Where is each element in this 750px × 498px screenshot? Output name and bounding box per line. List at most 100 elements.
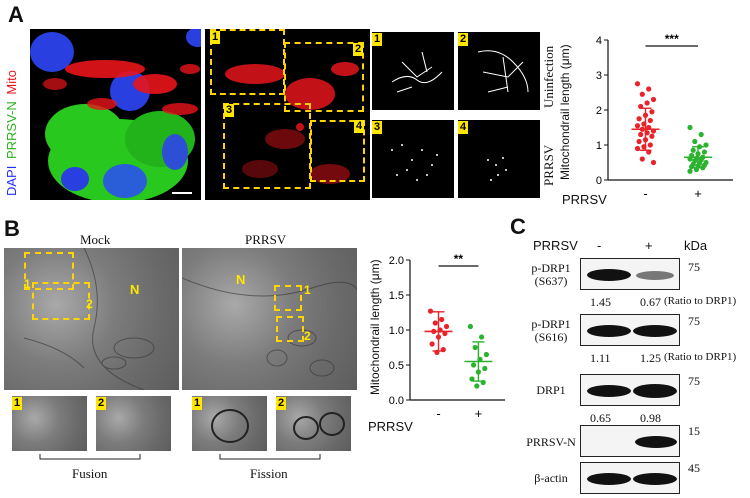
em-inset-tag-prrsv-2: 2 <box>276 397 287 410</box>
mito-svg <box>225 62 359 184</box>
em-inset-mock-2 <box>96 396 171 451</box>
data-point <box>474 383 480 389</box>
roi-box-1 <box>210 29 285 95</box>
em-mock-nucleus-label: N <box>130 282 140 297</box>
fusion-fission-brackets <box>39 454 321 460</box>
blot-header-kda: kDa <box>684 238 708 253</box>
skeleton-thumb-1 <box>372 32 454 110</box>
mito-label: Mito <box>4 70 19 95</box>
skeleton-3-svg <box>391 144 438 181</box>
data-point <box>636 138 642 145</box>
y-tick-label: 2.0 <box>389 255 404 267</box>
dapi-label: DAPI <box>4 165 19 196</box>
data-point <box>471 362 477 368</box>
data-point <box>649 133 655 139</box>
chart-a-xlabel: PRRSV <box>562 192 607 207</box>
data-point <box>647 142 653 148</box>
x-category-label: + <box>694 186 702 201</box>
em-inset-mock-1 <box>12 396 87 451</box>
em-inset-prrsv-2 <box>276 396 351 451</box>
skeleton-tag-2: 2 <box>458 33 469 46</box>
quant-2-s616: 1.25 <box>640 351 661 365</box>
em-prrsv-roi-1 <box>274 285 302 311</box>
x-category-label: - <box>643 186 647 201</box>
data-point <box>427 308 434 314</box>
band <box>633 325 677 337</box>
data-point <box>432 320 438 326</box>
em-inset-prrsv-2-svg <box>293 412 345 440</box>
em-prrsv-tag-2: 2 <box>304 329 311 343</box>
em-prrsv-svg <box>181 277 361 377</box>
data-point <box>692 138 698 145</box>
skeleton-thumb-4 <box>458 120 540 198</box>
skeleton-tag-3: 3 <box>372 121 383 134</box>
roi-tag-1: 1 <box>210 31 221 44</box>
data-point <box>482 365 488 372</box>
skeleton-4-svg <box>487 157 507 181</box>
data-point <box>647 117 653 124</box>
em-prrsv-tag-1: 1 <box>304 283 311 297</box>
y-tick-label: 1.5 <box>389 290 404 302</box>
band <box>633 384 677 398</box>
em-title-prrsv: PRRSV <box>245 232 287 247</box>
data-point <box>483 351 489 358</box>
y-tick-label: 2 <box>596 105 602 117</box>
stain-label-group: DAPI PRRSV-N Mito <box>4 25 19 196</box>
mw-prrsv-n: 15 <box>688 424 700 438</box>
skeleton-tag-1: 1 <box>372 33 383 46</box>
blot-header-prrsv: PRRSV <box>533 238 578 253</box>
chart-b-xlabel: PRRSV <box>368 419 413 434</box>
merge-svg <box>30 29 201 200</box>
data-point <box>689 164 695 170</box>
blot-p-drp1-s637 <box>580 258 680 290</box>
em-mock-roi-2 <box>32 282 90 320</box>
em-mock-tag-1: 1 <box>24 277 31 291</box>
significance-label: ** <box>454 252 464 266</box>
y-tick-label: 0.0 <box>389 395 404 407</box>
data-point <box>443 323 450 330</box>
mw-p-drp1-s637: 75 <box>688 260 700 274</box>
x-category-label: - <box>436 406 440 421</box>
em-inset-prrsv-1 <box>192 396 267 451</box>
y-tick-label: 1 <box>596 140 602 152</box>
roi-box-2 <box>284 42 364 112</box>
data-point <box>634 123 641 129</box>
data-point <box>472 344 478 351</box>
data-point <box>703 142 709 148</box>
em-inset-tag-mock-2: 2 <box>96 397 107 410</box>
data-point <box>650 159 657 166</box>
data-point <box>439 316 445 323</box>
panel-a-letter: A <box>8 2 24 27</box>
blot-beta-actin <box>580 462 680 494</box>
significance-label: *** <box>665 32 679 46</box>
em-prrsv-roi-2 <box>276 316 304 342</box>
blot-label-p-drp1-s616: p-DRP1 (S616) <box>531 317 571 344</box>
data-point <box>650 96 657 103</box>
mw-p-drp1-s616: 75 <box>688 314 700 328</box>
em-mock-tag-2: 2 <box>86 297 93 311</box>
mw-drp1: 75 <box>688 374 700 388</box>
chart-b: 0.0 0.5 1.0 1.5 2.0 - + ** <box>389 252 505 421</box>
band <box>633 473 677 485</box>
data-point <box>469 376 475 382</box>
y-tick-label: 1.0 <box>389 325 404 337</box>
em-prrsv-nucleus-label: N <box>236 272 246 287</box>
skeleton-2-svg <box>477 50 529 93</box>
y-tick-label: 4 <box>596 35 602 47</box>
chart-a: 0 1 2 3 4 - + *** <box>596 32 733 201</box>
data-point <box>639 156 645 162</box>
quant-1-drp1: 0.65 <box>590 411 611 425</box>
blot-label-prrsv-n: PRRSV-N <box>526 435 576 449</box>
em-inset-tag-mock-1: 1 <box>12 397 23 410</box>
band <box>636 271 674 280</box>
band <box>587 325 631 337</box>
data-point <box>644 100 650 106</box>
fluorescence-merge-image <box>30 29 201 200</box>
blot-drp1 <box>580 374 680 406</box>
blot-prrsv-n <box>580 425 680 457</box>
band <box>587 269 631 281</box>
blot-label-p-drp1-s637: p-DRP1 (S637) <box>531 261 571 288</box>
data-point <box>698 131 704 138</box>
data-point <box>429 341 435 347</box>
blot-header-plus: + <box>645 238 653 253</box>
